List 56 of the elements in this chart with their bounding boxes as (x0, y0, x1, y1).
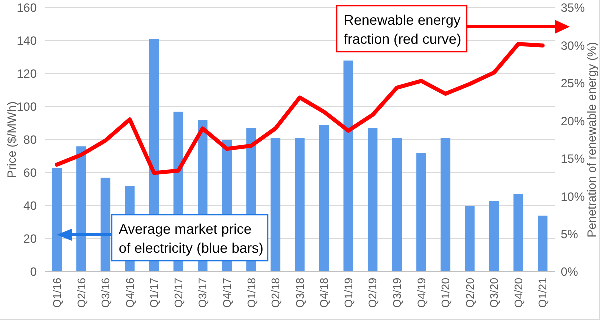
bar (392, 138, 402, 272)
y-tick-label: 20 (24, 232, 38, 246)
x-tick-label: Q2/16 (76, 278, 88, 308)
x-tick-label: Q4/18 (319, 278, 332, 308)
x-tick-label: Q3/18 (294, 278, 307, 308)
y2-tick-label: 20% (561, 114, 586, 128)
x-tick-label: Q2/19 (368, 278, 380, 308)
y2-tick-label: 15% (561, 152, 586, 166)
y2-tick-label: 35% (561, 1, 586, 16)
bar (295, 138, 305, 272)
x-tick-label: Q2/18 (270, 278, 283, 308)
x-tick-label: Q1/20 (440, 278, 453, 308)
x-tick-label: Q3/17 (198, 278, 210, 308)
annotation: Average market price of electricity (blue bars) (119, 221, 264, 256)
y2-tick-label: 30% (561, 38, 586, 53)
y2-tick-label: 5% (561, 227, 579, 242)
x-tick-label: Q2/20 (464, 278, 477, 308)
y-axis-title: Price ($/MWh) (5, 102, 20, 178)
bar (538, 216, 548, 272)
bar (319, 125, 330, 272)
y-tick-label: 100 (16, 100, 38, 114)
x-tick-label: Q1/18 (246, 278, 258, 308)
x-tick-label: Q1/16 (52, 278, 64, 308)
y2-tick-label: 10% (561, 190, 586, 204)
x-tick-label: Q3/20 (489, 278, 502, 308)
x-tick-label: Q4/19 (416, 278, 428, 308)
bar (465, 206, 475, 272)
x-tick-label: Q4/20 (513, 278, 526, 308)
y-tick-label: 140 (16, 34, 38, 48)
y-tick-label: 0 (30, 265, 38, 280)
bar (440, 138, 451, 272)
y-tick-label: 120 (16, 67, 38, 82)
x-tick-label: Q1/19 (343, 278, 356, 308)
bar (489, 201, 500, 272)
y-tick-label: 60 (24, 166, 38, 180)
x-tick-label: Q4/17 (222, 278, 234, 308)
bar (100, 178, 111, 272)
x-tick-label: Q3/16 (100, 278, 113, 308)
y2-tick-label: 25% (561, 76, 586, 91)
y2-tick-label: 0% (561, 265, 579, 280)
bar (76, 146, 86, 272)
x-tick-label: Q2/17 (173, 278, 186, 308)
bar (344, 60, 354, 272)
y-tick-label: 80 (24, 133, 38, 148)
x-tick-label: Q3/19 (392, 278, 404, 308)
y2-axis-title: Penetration of renewable energy (%) (585, 42, 600, 238)
bar (416, 153, 426, 272)
x-tick-label: Q4/16 (124, 278, 137, 308)
y-tick-label: 160 (16, 1, 38, 16)
x-tick-label: Q1/17 (149, 278, 162, 308)
bar (368, 128, 378, 272)
bar (514, 194, 524, 272)
x-tick-label: Q1/21 (538, 278, 550, 308)
bar (270, 138, 281, 272)
annotation: Renewable energy fraction (red curve) (344, 12, 462, 47)
y-tick-label: 40 (24, 199, 38, 214)
